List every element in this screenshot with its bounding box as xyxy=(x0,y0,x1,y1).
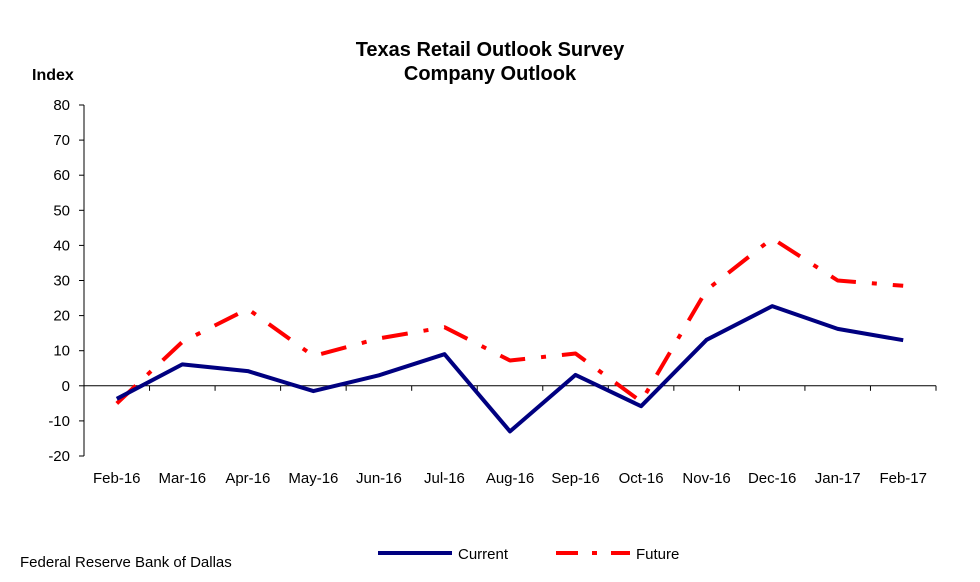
y-tick-label: 10 xyxy=(53,343,70,360)
x-tick-label: Aug-16 xyxy=(486,470,534,487)
y-tick-label: 80 xyxy=(53,97,70,114)
x-tick-label: May-16 xyxy=(288,470,338,487)
x-tick-label: Jan-17 xyxy=(815,470,861,487)
y-tick-label: 30 xyxy=(53,273,70,290)
y-tick-label: 0 xyxy=(62,378,70,395)
x-tick-label: Feb-16 xyxy=(93,470,141,487)
y-tick-label: 20 xyxy=(53,308,70,325)
y-tick-label: 40 xyxy=(53,237,70,254)
chart-title-line-1: Texas Retail Outlook Survey xyxy=(356,39,625,61)
legend-label-future: Future xyxy=(636,546,679,563)
legend: Current Future xyxy=(378,546,679,563)
x-tick-label: Mar-16 xyxy=(159,470,207,487)
y-axis-title: Index xyxy=(32,67,74,84)
axes xyxy=(83,105,936,456)
y-tick-label: 70 xyxy=(53,132,70,149)
x-axis-ticks: Feb-16 Mar-16 Apr-16 May-16 Jun-16 Jul-16 Aug-… xyxy=(83,385,937,487)
source-note: Federal Reserve Bank of Dallas xyxy=(20,554,232,571)
x-tick-label: Jun-16 xyxy=(356,470,402,487)
legend-label-current: Current xyxy=(458,546,509,563)
chart-title-line-2: Company Outlook xyxy=(404,63,577,85)
series-line-current xyxy=(115,304,904,434)
x-tick-label: Dec-16 xyxy=(748,470,796,487)
y-tick-label: -20 xyxy=(48,448,70,465)
chart-title: Texas Retail Outlook Survey Company Outl… xyxy=(356,39,625,85)
x-tick-label: Sep-16 xyxy=(551,470,599,487)
y-tick-label: 60 xyxy=(53,167,70,184)
y-tick-label: -10 xyxy=(48,413,70,430)
x-tick-label: Nov-16 xyxy=(682,470,730,487)
series-layer xyxy=(115,236,904,434)
x-tick-label: Oct-16 xyxy=(619,470,664,487)
x-tick-label: Feb-17 xyxy=(879,470,927,487)
y-tick-label: 50 xyxy=(53,202,70,219)
series-line-future xyxy=(115,236,904,405)
y-axis-ticks: -20 -10 0 10 20 30 40 50 60 70 80 xyxy=(48,97,84,465)
x-tick-label: Apr-16 xyxy=(225,470,270,487)
x-tick-label: Jul-16 xyxy=(424,470,465,487)
